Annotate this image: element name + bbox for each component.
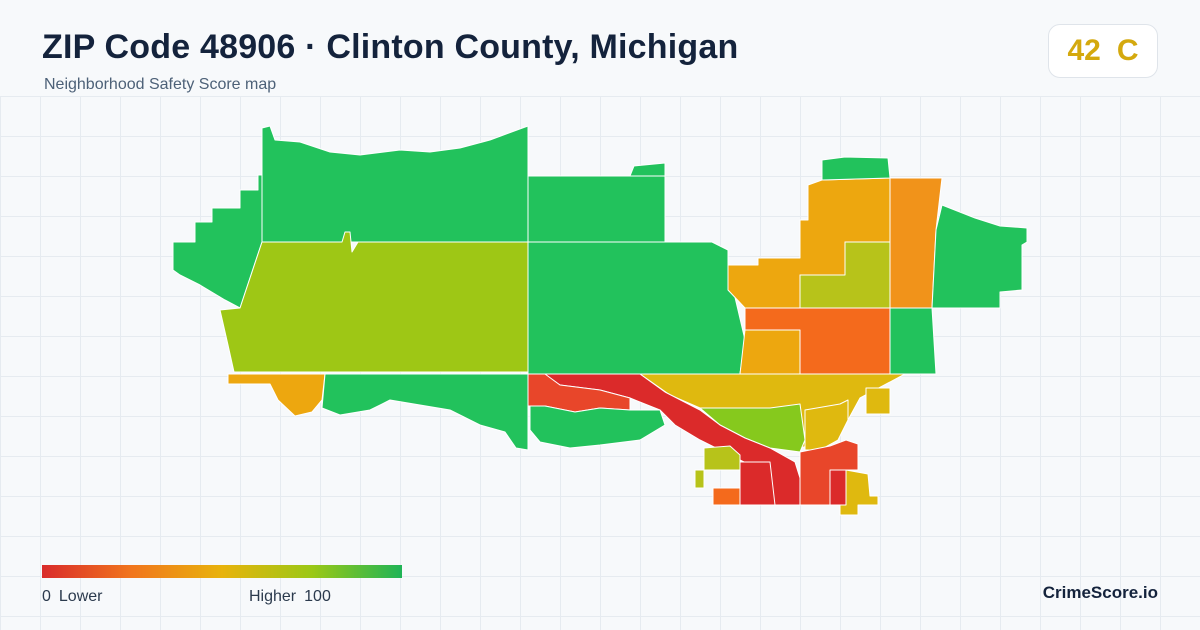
header-band [0, 0, 1200, 96]
page-title: ZIP Code 48906 · Clinton County, Michiga… [42, 28, 739, 66]
legend-max: Higher 100 [249, 588, 331, 606]
map-region-red-corridor[interactable] [539, 373, 801, 506]
map-region-south-strip[interactable] [321, 373, 529, 451]
map-region-se-gold[interactable] [839, 469, 879, 516]
map-region-east-lower[interactable] [889, 307, 937, 375]
brand-logo: CrimeScore.io [1042, 583, 1158, 602]
map-region-green-pocket[interactable] [529, 405, 666, 449]
legend-min: 0 Lower [42, 588, 102, 606]
score-grade: C [1116, 34, 1139, 67]
map-region-nw-north[interactable] [261, 125, 529, 243]
map-region-central-north-cap[interactable] [527, 175, 666, 243]
legend-max-label: Higher [249, 588, 297, 605]
legend-min-value: 0 [42, 588, 51, 605]
page-subtitle: Neighborhood Safety Score map [44, 76, 277, 93]
map-region-far-east[interactable] [931, 204, 1028, 309]
map-region-ne-cap[interactable] [821, 156, 891, 181]
map-region-sw-lobe[interactable] [227, 373, 326, 417]
map-region-se-red-orange[interactable] [799, 439, 859, 506]
score-badge: 42 C [1048, 24, 1158, 78]
map-region-se-red[interactable] [739, 461, 776, 506]
legend-min-label: Lower [58, 588, 103, 605]
map-region-gold-east-small[interactable] [865, 387, 891, 415]
map-region-se-olive[interactable] [694, 445, 741, 489]
map-region-se-red-2[interactable] [829, 469, 847, 506]
map-region-east-amber-small[interactable] [739, 329, 801, 375]
map-region-west-far[interactable] [172, 149, 263, 309]
legend-max-value: 100 [304, 588, 331, 605]
map-region-west-central[interactable] [219, 231, 529, 373]
score-value: 42 [1067, 34, 1101, 67]
legend-gradient [42, 565, 402, 578]
map-region-se-orange[interactable] [712, 487, 741, 506]
